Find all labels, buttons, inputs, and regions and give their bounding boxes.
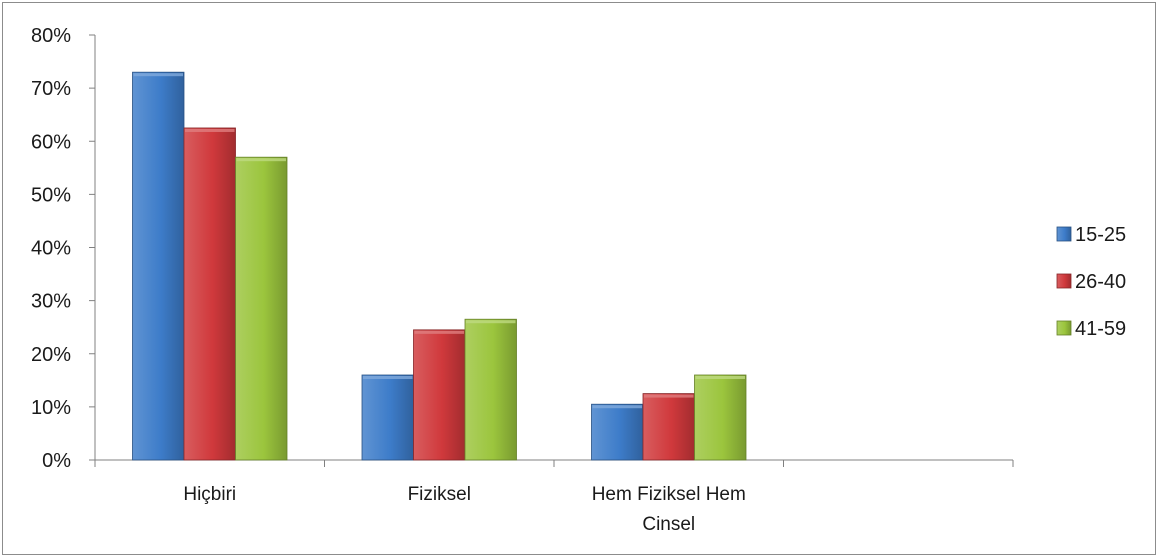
- bar-41-59-Hem Fiziksel Hem Cinsel: [694, 374, 747, 461]
- legend-swatch: [1056, 320, 1072, 336]
- y-tick-label: 70%: [31, 78, 71, 100]
- y-tick-label: 0%: [42, 450, 71, 472]
- y-tick-label: 50%: [31, 184, 71, 206]
- y-tick-label: 30%: [31, 291, 71, 313]
- y-tick-label: 20%: [31, 344, 71, 366]
- bar-highlight: [414, 330, 464, 334]
- bar-highlight: [133, 73, 183, 77]
- bar-highlight: [592, 405, 642, 409]
- bar-highlight: [644, 394, 694, 398]
- category-label: Hem Fiziksel Hem: [592, 484, 746, 505]
- bar-highlight: [185, 128, 235, 132]
- legend-label: 15-25: [1075, 224, 1126, 246]
- category-label: Cinsel: [642, 514, 695, 535]
- legend-label: 26-40: [1075, 271, 1126, 293]
- bar-26-40-Hem Fiziksel Hem Cinsel: [642, 393, 695, 461]
- y-tick-label: 60%: [31, 131, 71, 153]
- y-tick-label: 10%: [31, 397, 71, 419]
- bar-26-40-Hiçbiri: [183, 127, 236, 461]
- bar-highlight: [466, 320, 516, 324]
- bar-41-59-Fiziksel: [464, 318, 517, 461]
- bar-highlight: [363, 376, 413, 379]
- legend-item-41-59: 41-59: [1056, 318, 1126, 340]
- bars: [132, 71, 747, 461]
- legend-item-26-40: 26-40: [1056, 271, 1126, 293]
- y-tick-label: 40%: [31, 238, 71, 260]
- y-tick-label: 80%: [31, 25, 71, 47]
- bar-15-25-Hiçbiri: [132, 71, 185, 461]
- bar-15-25-Hem Fiziksel Hem Cinsel: [591, 403, 644, 461]
- category-labels: Hiçbiri Fiziksel Hem Fiziksel Hem Cinsel: [183, 484, 745, 535]
- category-label: Hiçbiri: [183, 484, 236, 505]
- legend: 15-25 26-40 41-59: [1056, 224, 1126, 340]
- legend-item-15-25: 15-25: [1056, 224, 1126, 246]
- bar-26-40-Fiziksel: [413, 329, 466, 461]
- bar-15-25-Fiziksel: [361, 374, 414, 461]
- bar-highlight: [236, 158, 286, 162]
- legend-swatch: [1056, 226, 1072, 242]
- bar-41-59-Hiçbiri: [235, 156, 288, 461]
- category-label: Fiziksel: [408, 484, 471, 505]
- legend-label: 41-59: [1075, 318, 1126, 340]
- bar-highlight: [695, 376, 745, 379]
- legend-swatch: [1056, 273, 1072, 289]
